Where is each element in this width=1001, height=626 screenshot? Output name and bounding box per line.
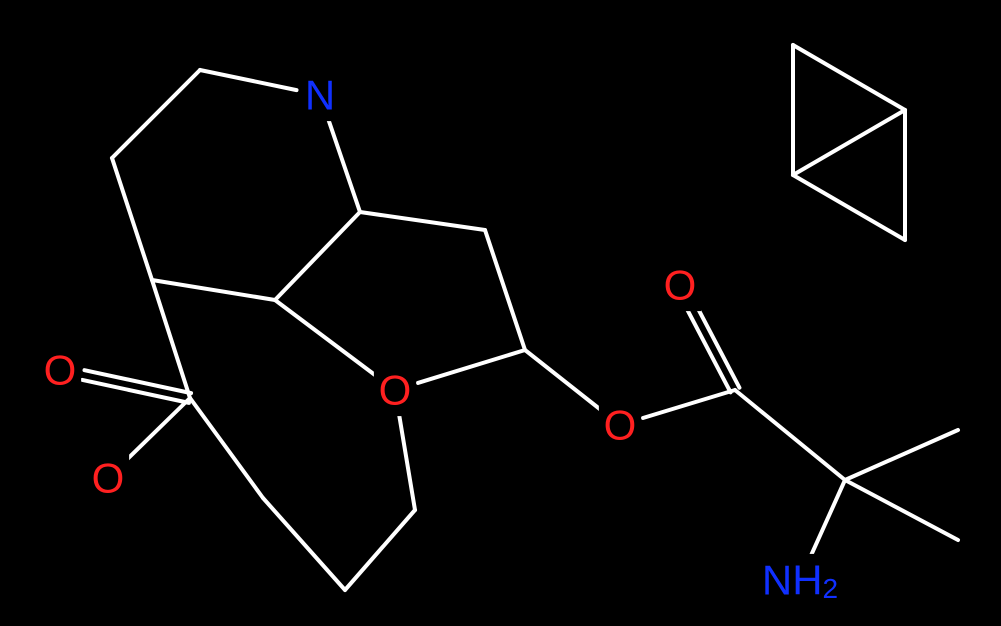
- bond: [485, 230, 525, 350]
- bond: [112, 70, 200, 158]
- bond: [399, 414, 415, 510]
- molecule-diagram: NOOOOONH2: [0, 0, 1001, 626]
- bond: [275, 300, 376, 376]
- bond: [345, 510, 415, 590]
- atom-label: O: [664, 262, 697, 309]
- bond: [845, 430, 958, 480]
- bond: [643, 390, 735, 418]
- bond: [82, 380, 189, 403]
- bond: [793, 110, 905, 175]
- bond: [810, 480, 845, 558]
- bond: [360, 212, 485, 230]
- atom-label: O: [92, 455, 125, 502]
- bond: [152, 280, 275, 300]
- bond: [793, 175, 905, 240]
- bond: [275, 212, 360, 300]
- bonds-group: [82, 45, 958, 590]
- bond: [696, 304, 740, 388]
- bond: [200, 70, 297, 90]
- bond: [263, 498, 345, 590]
- atom-label: N: [305, 72, 335, 119]
- bond: [418, 350, 525, 383]
- bond: [152, 280, 190, 398]
- bond: [525, 350, 601, 410]
- bond: [687, 309, 731, 393]
- atom-labels-group: NOOOOONH2: [39, 69, 846, 606]
- bond: [845, 480, 958, 540]
- bond: [125, 398, 190, 461]
- bond: [328, 118, 360, 212]
- atom-label-sub: 2: [823, 573, 839, 604]
- bond: [85, 370, 192, 393]
- bond: [793, 45, 905, 110]
- bond: [735, 390, 845, 480]
- bond: [112, 158, 152, 280]
- atom-label: O: [604, 402, 637, 449]
- atom-label: O: [379, 367, 412, 414]
- bond: [190, 398, 263, 498]
- atom-label: O: [44, 347, 77, 394]
